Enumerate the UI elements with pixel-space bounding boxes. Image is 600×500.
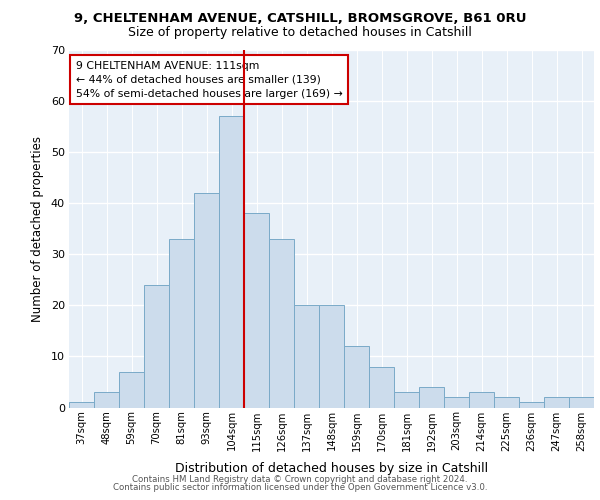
Bar [544,398,569,407]
Bar [319,306,344,408]
Bar [144,285,169,408]
Text: Contains HM Land Registry data © Crown copyright and database right 2024.: Contains HM Land Registry data © Crown c… [132,475,468,484]
Bar [94,392,119,407]
Bar [69,402,94,407]
Bar [219,116,244,408]
Bar [394,392,419,407]
Text: Size of property relative to detached houses in Catshill: Size of property relative to detached ho… [128,26,472,39]
Bar [194,193,219,408]
Bar [294,306,319,408]
Y-axis label: Number of detached properties: Number of detached properties [31,136,44,322]
Bar [444,398,469,407]
Bar [569,398,594,407]
Bar [519,402,544,407]
Bar [169,239,194,408]
Bar [469,392,494,407]
Bar [419,387,444,407]
Bar [494,398,519,407]
Bar [344,346,369,408]
Bar [244,214,269,408]
Text: 9 CHELTENHAM AVENUE: 111sqm
← 44% of detached houses are smaller (139)
54% of se: 9 CHELTENHAM AVENUE: 111sqm ← 44% of det… [76,60,343,98]
X-axis label: Distribution of detached houses by size in Catshill: Distribution of detached houses by size … [175,462,488,475]
Bar [369,366,394,408]
Bar [269,239,294,408]
Text: Contains public sector information licensed under the Open Government Licence v3: Contains public sector information licen… [113,483,487,492]
Bar [119,372,144,408]
Text: 9, CHELTENHAM AVENUE, CATSHILL, BROMSGROVE, B61 0RU: 9, CHELTENHAM AVENUE, CATSHILL, BROMSGRO… [74,12,526,26]
